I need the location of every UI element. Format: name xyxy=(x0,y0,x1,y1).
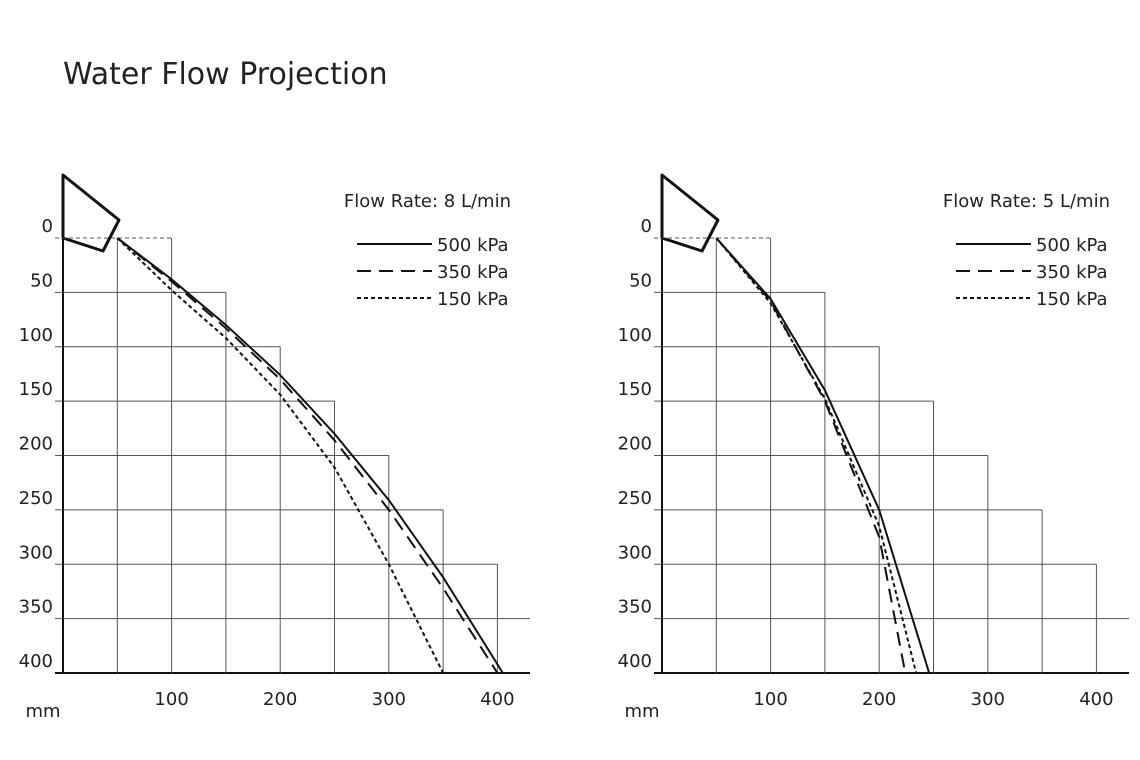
y-tick-label: 200 xyxy=(19,434,53,455)
axis-unit: mm xyxy=(25,701,60,722)
series-line xyxy=(715,237,918,674)
legend-label: 150 kPa xyxy=(1036,289,1108,310)
x-tick-label: 400 xyxy=(1079,689,1113,710)
y-tick-label: 100 xyxy=(618,325,652,346)
x-tick-label: 200 xyxy=(263,689,297,710)
x-tick-label: 300 xyxy=(971,689,1005,710)
y-tick-label: 250 xyxy=(19,488,53,509)
series-line xyxy=(715,237,907,674)
x-tick-label: 400 xyxy=(480,689,514,710)
y-tick-label: 100 xyxy=(19,325,53,346)
axis-unit: mm xyxy=(624,701,659,722)
y-tick-label: 0 xyxy=(641,216,652,237)
nozzle xyxy=(660,173,720,253)
y-tick-label: 300 xyxy=(618,542,652,563)
series-line xyxy=(116,237,504,674)
y-tick-label: 50 xyxy=(30,270,53,291)
nozzle xyxy=(61,173,121,253)
y-tick-label: 50 xyxy=(629,270,652,291)
subtitle: Flow Rate: 5 L/min xyxy=(943,191,1110,212)
y-tick-label: 250 xyxy=(618,488,652,509)
series-line xyxy=(116,237,499,674)
series-line xyxy=(116,237,445,674)
y-tick-label: 300 xyxy=(19,542,53,563)
x-tick-label: 100 xyxy=(753,689,787,710)
y-tick-label: 150 xyxy=(618,379,652,400)
y-tick-label: 400 xyxy=(19,651,53,672)
legend-label: 150 kPa xyxy=(437,289,509,310)
x-tick-label: 200 xyxy=(862,689,896,710)
legend-label: 500 kPa xyxy=(437,235,509,256)
subtitle: Flow Rate: 8 L/min xyxy=(344,191,511,212)
y-tick-label: 350 xyxy=(19,597,53,618)
y-tick-label: 350 xyxy=(618,597,652,618)
page-title: Water Flow Projection xyxy=(63,57,388,92)
y-tick-label: 0 xyxy=(42,216,53,237)
y-tick-label: 200 xyxy=(618,434,652,455)
y-tick-label: 400 xyxy=(618,651,652,672)
x-tick-label: 300 xyxy=(372,689,406,710)
legend-label: 350 kPa xyxy=(437,262,509,283)
legend-label: 350 kPa xyxy=(1036,262,1108,283)
x-tick-label: 100 xyxy=(154,689,188,710)
y-tick-label: 150 xyxy=(19,379,53,400)
legend-label: 500 kPa xyxy=(1036,235,1108,256)
